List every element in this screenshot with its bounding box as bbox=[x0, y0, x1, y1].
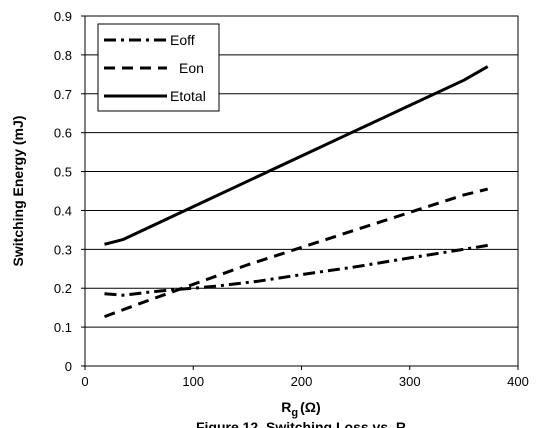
x-tick-label: 100 bbox=[182, 374, 204, 389]
y-tick-label: 0.6 bbox=[54, 126, 72, 141]
y-tick-label: 0 bbox=[65, 359, 72, 374]
y-tick-label: 0.9 bbox=[54, 9, 72, 24]
series-line-eoff bbox=[104, 243, 488, 297]
y-tick-label: 0.5 bbox=[54, 165, 72, 180]
series-line-eon bbox=[103, 187, 489, 319]
legend-label-eoff: Eoff bbox=[170, 32, 195, 48]
y-tick-label: 0.1 bbox=[54, 320, 72, 335]
x-tick-label: 200 bbox=[291, 374, 313, 389]
series-line-etotal bbox=[104, 65, 489, 246]
legend-label-etotal: Etotal bbox=[170, 88, 206, 104]
x-axis-title-subscript: g bbox=[291, 407, 298, 419]
legend: Eoff Eon Etotal bbox=[97, 23, 220, 112]
y-tick-label: 0.7 bbox=[54, 87, 72, 102]
legend-label-eon: Eon bbox=[179, 60, 204, 76]
y-tick-label: 0.3 bbox=[54, 242, 72, 257]
x-tick-label: 0 bbox=[81, 374, 88, 389]
figure-caption: Figure 12. Switching Loss vs. R bbox=[196, 419, 406, 428]
series-layer bbox=[103, 65, 489, 319]
y-axis-ticks: 0 0.1 0.2 0.3 0.4 0.5 0.6 0.7 0.8 0.9 bbox=[54, 9, 85, 374]
y-tick-label: 0.8 bbox=[54, 48, 72, 63]
x-axis-ticks: 0 100 200 300 400 bbox=[81, 366, 529, 389]
x-tick-label: 400 bbox=[507, 374, 529, 389]
y-tick-label: 0.4 bbox=[54, 203, 72, 218]
y-axis-title: Switching Energy (mJ) bbox=[10, 116, 26, 267]
x-tick-label: 300 bbox=[399, 374, 421, 389]
y-tick-label: 0.2 bbox=[54, 281, 72, 296]
x-axis-title: Rg (Ω) bbox=[281, 399, 320, 419]
x-axis-title-unit: (Ω) bbox=[300, 399, 321, 415]
